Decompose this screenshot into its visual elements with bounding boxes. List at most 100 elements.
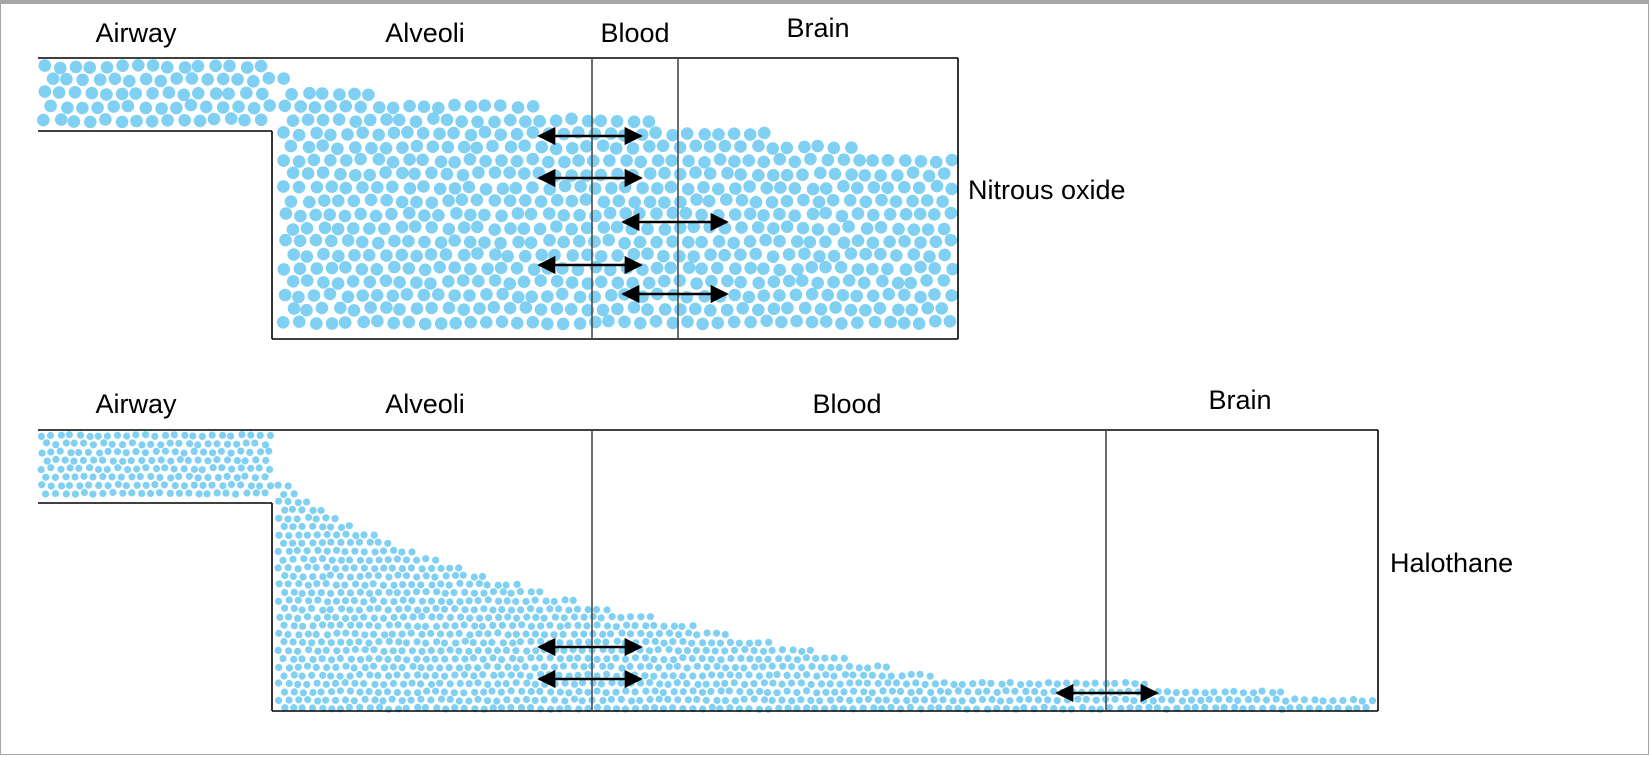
- gas-molecule: [274, 564, 282, 572]
- gas-molecule: [855, 664, 863, 672]
- gas-molecule: [309, 233, 323, 247]
- gas-molecule: [531, 696, 539, 705]
- gas-molecule: [148, 456, 156, 465]
- gas-molecule: [284, 195, 298, 208]
- gas-molecule: [643, 167, 657, 180]
- gas-molecule: [371, 565, 379, 573]
- gas-molecule: [760, 679, 769, 687]
- gas-molecule: [773, 263, 786, 277]
- gas-molecule: [556, 688, 564, 696]
- gas-molecule: [94, 432, 102, 440]
- gas-molecule: [641, 222, 654, 236]
- gas-molecule: [370, 531, 378, 539]
- gas-molecule: [651, 704, 659, 712]
- gas-molecule: [1135, 704, 1143, 712]
- gas-molecule: [427, 112, 440, 125]
- gas-molecule: [664, 680, 672, 689]
- gas-molecule: [293, 262, 307, 276]
- gas-molecule: [610, 115, 624, 128]
- gas-molecule: [713, 662, 721, 671]
- gas-molecule: [478, 125, 492, 139]
- gas-molecule: [261, 489, 269, 497]
- gas-molecule: [623, 621, 631, 629]
- gas-molecule: [310, 262, 324, 275]
- gas-molecule: [498, 621, 506, 630]
- gas-molecule: [518, 687, 526, 695]
- gas-molecule: [109, 457, 117, 465]
- gas-molecule: [446, 680, 454, 688]
- gas-molecule: [711, 261, 724, 275]
- gas-molecule: [758, 126, 771, 140]
- gas-molecule: [930, 696, 938, 704]
- gas-molecule: [442, 194, 455, 207]
- gas-molecule: [1349, 696, 1358, 704]
- gas-molecule: [294, 209, 307, 223]
- gas-molecule: [417, 695, 425, 703]
- gas-molecule: [328, 656, 336, 664]
- gas-molecule: [348, 87, 361, 101]
- gas-molecule: [350, 664, 358, 672]
- gas-molecule: [408, 220, 422, 233]
- gas-molecule: [381, 631, 389, 639]
- gas-molecule: [262, 71, 276, 85]
- gas-molecule: [882, 696, 890, 704]
- gas-molecule: [470, 672, 478, 680]
- gas-molecule: [324, 154, 337, 167]
- gas-molecule: [1163, 705, 1171, 713]
- gas-molecule: [308, 589, 316, 597]
- gas-molecule: [261, 441, 270, 449]
- gas-molecule: [327, 621, 335, 629]
- gas-molecule: [304, 630, 312, 638]
- gas-molecule: [963, 705, 971, 713]
- gas-molecule: [501, 249, 514, 263]
- gas-molecule: [536, 687, 544, 696]
- gas-molecule: [717, 656, 725, 664]
- gas-molecule: [682, 235, 695, 249]
- gas-molecule: [1035, 680, 1043, 688]
- gas-molecule: [478, 236, 491, 249]
- gas-molecule: [85, 86, 99, 100]
- gas-molecule: [914, 260, 927, 274]
- gas-molecule: [388, 234, 401, 248]
- gas-molecule: [751, 221, 765, 234]
- gas-molecule: [864, 695, 872, 703]
- gas-molecule: [599, 630, 607, 639]
- gas-molecule: [380, 664, 389, 672]
- gas-molecule: [532, 613, 540, 622]
- gas-molecule: [489, 654, 497, 662]
- gas-molecule: [768, 646, 776, 655]
- gas-molecule: [315, 301, 329, 315]
- gas-molecule: [464, 208, 477, 222]
- gas-molecule: [327, 639, 335, 647]
- gas-molecule: [333, 647, 341, 655]
- gas-molecule: [350, 697, 358, 705]
- gas-molecule: [896, 687, 905, 696]
- gas-molecule: [805, 260, 818, 274]
- gas-molecule: [846, 696, 854, 705]
- gas-molecule: [460, 671, 469, 679]
- gas-molecule: [674, 303, 687, 316]
- gas-molecule: [519, 194, 532, 207]
- gas-molecule: [650, 207, 663, 220]
- gas-molecule: [594, 275, 608, 289]
- gas-molecule: [294, 499, 302, 507]
- gas-molecule: [517, 222, 531, 235]
- gas-molecule: [300, 303, 313, 317]
- gas-molecule: [286, 166, 300, 180]
- gas-molecule: [858, 169, 872, 182]
- gas-molecule: [42, 473, 50, 481]
- gas-molecule: [836, 695, 844, 704]
- gas-molecule: [557, 235, 570, 249]
- gas-molecule: [864, 664, 872, 672]
- gas-molecule: [588, 182, 602, 195]
- gas-molecule: [666, 235, 679, 248]
- gas-molecule: [665, 154, 678, 167]
- gas-molecule: [707, 687, 715, 696]
- gas-molecule: [155, 489, 164, 497]
- gas-molecule: [503, 277, 516, 291]
- gas-molecule: [451, 622, 459, 630]
- gas-molecule: [332, 696, 340, 704]
- gas-molecule: [611, 276, 625, 290]
- gas-molecule: [287, 302, 301, 315]
- gas-molecule: [204, 440, 212, 448]
